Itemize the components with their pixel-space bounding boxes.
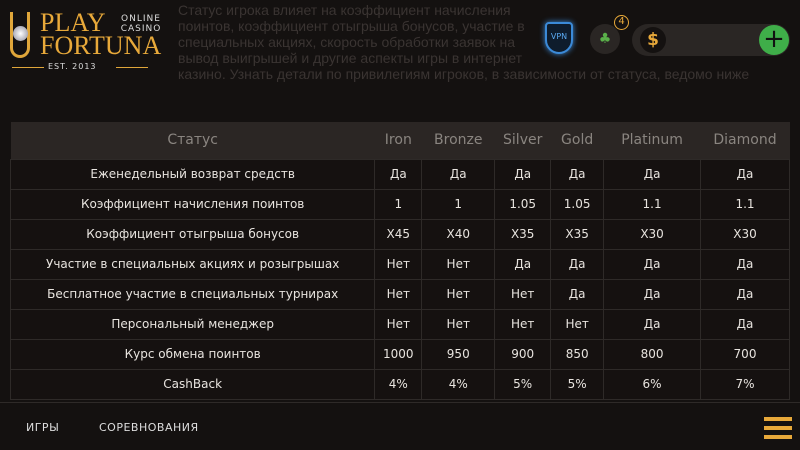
table-cell: 1.1 bbox=[700, 188, 790, 220]
table-cell: 4% bbox=[421, 368, 496, 400]
table-cell: X30 bbox=[603, 218, 702, 250]
table-cell: Нет bbox=[421, 308, 496, 340]
col-status: Статус bbox=[10, 122, 375, 159]
table-cell: Да bbox=[603, 278, 702, 310]
logo[interactable]: PLAY ONLINE CASINO FORTUNA EST. 2013 bbox=[8, 8, 168, 71]
bg-line: Статус игрока влияет на коэффициент начи… bbox=[178, 2, 525, 34]
row-label: Персональный менеджер bbox=[9, 308, 376, 340]
table-cell: 5% bbox=[494, 368, 552, 400]
gift-count-badge: 4 bbox=[614, 15, 629, 30]
table-header: Статус Iron Bronze Silver Gold Platinum … bbox=[10, 122, 790, 159]
table-cell: Да bbox=[603, 158, 702, 190]
table-cell: X35 bbox=[494, 218, 552, 250]
table-cell: 1.05 bbox=[550, 188, 605, 220]
bottom-nav: ИГРЫ СОРЕВНОВАНИЯ bbox=[0, 402, 800, 450]
col-bronze: Bronze bbox=[421, 122, 495, 159]
bg-line: специальных акциях, скорость обработки з… bbox=[178, 34, 523, 66]
row-label: Участие в специальных акциях и розыгрыша… bbox=[9, 248, 376, 280]
table-cell: 1 bbox=[421, 188, 496, 220]
table-cell: Да bbox=[700, 158, 790, 190]
row-label: Коэффициент отыгрыша бонусов bbox=[9, 218, 376, 250]
table-cell: Нет bbox=[374, 308, 423, 340]
divider bbox=[116, 67, 148, 68]
background-description: Статус игрока влияет на коэффициент начи… bbox=[178, 2, 790, 82]
table-cell: 1.1 bbox=[603, 188, 702, 220]
table-cell: 1000 bbox=[374, 338, 423, 370]
table-row: Участие в специальных акциях и розыгрыша… bbox=[9, 248, 790, 280]
row-label: Бесплатное участие в специальных турнира… bbox=[9, 278, 376, 310]
col-diamond: Diamond bbox=[700, 122, 790, 159]
table-cell: Нет bbox=[494, 308, 552, 340]
row-label: Курс обмена поинтов bbox=[9, 338, 376, 370]
table-cell: 6% bbox=[603, 368, 702, 400]
table-cell: 1.05 bbox=[494, 188, 552, 220]
table-cell: 1 bbox=[374, 188, 423, 220]
table-cell: Да bbox=[550, 158, 605, 190]
table-cell: 7% bbox=[700, 368, 790, 400]
gift-icon[interactable]: ♣ bbox=[590, 24, 620, 54]
table-cell: 800 bbox=[603, 338, 702, 370]
table-cell: Нет bbox=[374, 248, 423, 280]
table-row: Бесплатное участие в специальных турнира… bbox=[9, 278, 790, 310]
table-cell: Нет bbox=[421, 248, 496, 280]
table-row: Персональный менеджер Нет Нет Нет Нет Да Да bbox=[9, 308, 790, 340]
table-cell: X45 bbox=[374, 218, 423, 250]
table-cell: 5% bbox=[550, 368, 605, 400]
table-cell: 4% bbox=[374, 368, 423, 400]
divider bbox=[12, 67, 44, 68]
table-cell: Нет bbox=[550, 308, 605, 340]
col-iron: Iron bbox=[374, 122, 422, 159]
table-cell: X30 bbox=[700, 218, 790, 250]
table-row: CashBack 4% 4% 5% 5% 6% 7% bbox=[9, 368, 790, 400]
table-cell: Да bbox=[700, 248, 790, 280]
table-cell: 700 bbox=[700, 338, 790, 370]
table-cell: Да bbox=[603, 308, 702, 340]
header: PLAY ONLINE CASINO FORTUNA EST. 2013 VPN… bbox=[0, 0, 800, 78]
table-cell: 950 bbox=[421, 338, 496, 370]
table-cell: Нет bbox=[421, 278, 496, 310]
logo-fortuna: FORTUNA bbox=[40, 31, 162, 60]
row-label: CashBack bbox=[9, 368, 376, 400]
table-row: Еженедельный возврат средств Да Да Да Да Да Да bbox=[9, 158, 790, 190]
table-cell: Нет bbox=[494, 278, 552, 310]
col-gold: Gold bbox=[550, 122, 604, 159]
table-cell: Да bbox=[550, 278, 605, 310]
vpn-shield-icon[interactable]: VPN bbox=[545, 22, 573, 54]
table-cell: Да bbox=[494, 248, 552, 280]
deposit-plus-button[interactable]: + bbox=[759, 25, 789, 55]
table-row: Коэффициент отыгрыша бонусов X45 X40 X35 X35… bbox=[9, 218, 790, 250]
col-silver: Silver bbox=[494, 122, 551, 159]
table-row: Курс обмена поинтов 1000 950 900 850 800 700 bbox=[9, 338, 790, 370]
table-cell: Да bbox=[603, 248, 702, 280]
table-row: Коэффициент начисления поинтов 1 1 1.05 1.05… bbox=[9, 188, 790, 220]
table-cell: Нет bbox=[374, 278, 423, 310]
table-cell: Да bbox=[550, 248, 605, 280]
logo-online-casino: ONLINE CASINO bbox=[120, 14, 162, 34]
bg-line: казино. Узнать детали по привилегиям игр… bbox=[178, 66, 750, 82]
table-cell: X35 bbox=[550, 218, 605, 250]
menu-hamburger-icon[interactable] bbox=[764, 417, 792, 444]
table-cell: Да bbox=[421, 158, 496, 190]
table-cell: Да bbox=[374, 158, 423, 190]
table-cell: Да bbox=[494, 158, 552, 190]
table-cell: 900 bbox=[494, 338, 552, 370]
nav-competitions[interactable]: СОРЕВНОВАНИЯ bbox=[99, 421, 199, 434]
row-label: Еженедельный возврат средств bbox=[9, 158, 376, 190]
table-cell: Да bbox=[700, 278, 790, 310]
logo-play: PLAY bbox=[40, 8, 106, 37]
dollar-icon: $ bbox=[640, 27, 666, 53]
logo-est: EST. 2013 bbox=[48, 62, 97, 71]
table-cell: X40 bbox=[421, 218, 496, 250]
status-table: Статус Iron Bronze Silver Gold Platinum … bbox=[9, 122, 790, 400]
table-cell: 850 bbox=[550, 338, 605, 370]
row-label: Коэффициент начисления поинтов bbox=[9, 188, 376, 220]
table-cell: Да bbox=[700, 308, 790, 340]
diamond-icon bbox=[13, 26, 28, 41]
horseshoe-icon bbox=[10, 12, 30, 58]
col-platinum: Platinum bbox=[603, 122, 701, 159]
nav-games[interactable]: ИГРЫ bbox=[26, 421, 60, 434]
